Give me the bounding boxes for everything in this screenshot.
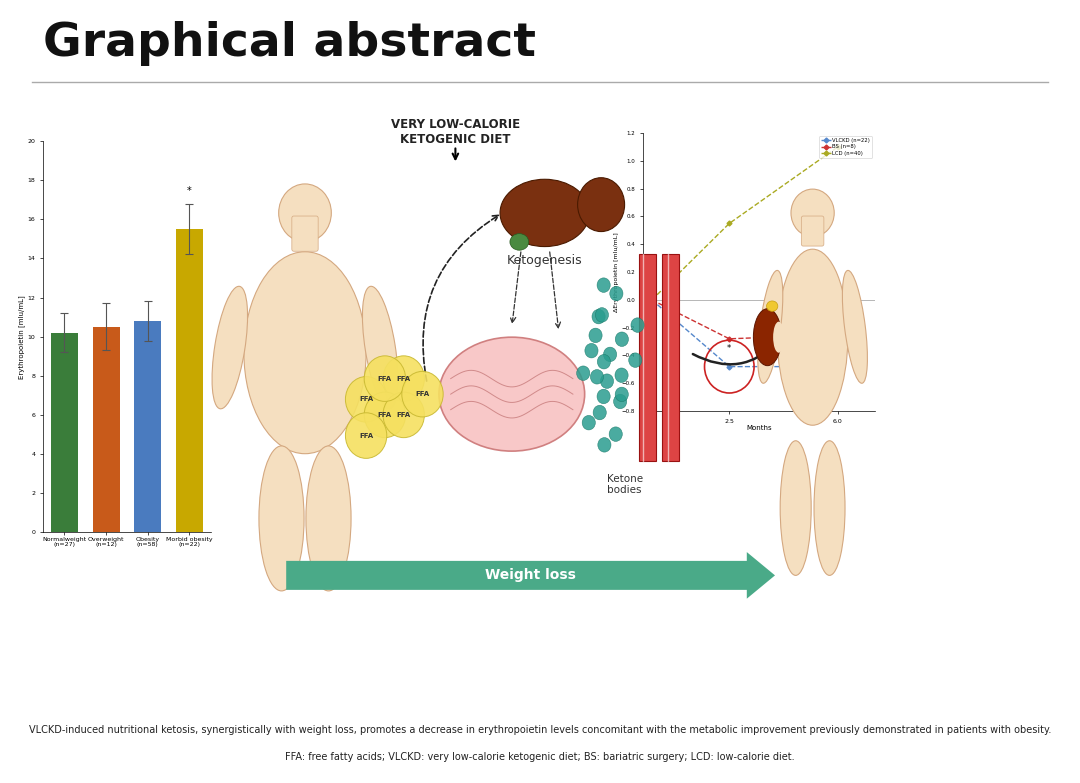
- Ellipse shape: [778, 249, 848, 425]
- LCD (n=40): [832, 143, 845, 152]
- Text: Weight loss: Weight loss: [485, 568, 576, 583]
- LCD (n=40): [723, 218, 735, 228]
- Circle shape: [346, 413, 387, 458]
- Text: FFA: FFA: [359, 396, 374, 402]
- Ellipse shape: [814, 441, 845, 576]
- Circle shape: [402, 371, 443, 417]
- Ellipse shape: [306, 446, 351, 591]
- FancyBboxPatch shape: [801, 216, 824, 246]
- Y-axis label: ΔErythropoietin [mIu/mL]: ΔErythropoietin [mIu/mL]: [613, 233, 619, 312]
- Circle shape: [604, 347, 617, 362]
- Text: FFA: FFA: [378, 412, 392, 418]
- Ellipse shape: [754, 309, 782, 366]
- VLCKD (n=22): [646, 295, 659, 305]
- Ellipse shape: [363, 287, 397, 409]
- Ellipse shape: [780, 441, 811, 576]
- Circle shape: [383, 392, 424, 438]
- Ellipse shape: [510, 233, 529, 251]
- Text: Graphical abstract: Graphical abstract: [42, 20, 536, 66]
- BS (n=8): [832, 330, 845, 339]
- Text: FFA: FFA: [396, 376, 410, 381]
- Circle shape: [582, 416, 595, 430]
- FancyBboxPatch shape: [638, 254, 656, 461]
- Circle shape: [364, 355, 406, 402]
- Line: BS (n=8): BS (n=8): [650, 298, 839, 341]
- Ellipse shape: [578, 178, 624, 232]
- Text: FFA: FFA: [396, 412, 410, 418]
- Circle shape: [615, 368, 629, 382]
- FancyArrow shape: [286, 552, 775, 599]
- Circle shape: [616, 387, 629, 402]
- Ellipse shape: [758, 270, 783, 383]
- Text: *: *: [187, 186, 192, 196]
- Circle shape: [346, 377, 387, 422]
- Circle shape: [383, 355, 424, 402]
- Bar: [51, 333, 78, 532]
- Circle shape: [577, 366, 590, 381]
- Text: *: *: [727, 344, 731, 352]
- Circle shape: [598, 438, 611, 452]
- Circle shape: [364, 392, 406, 438]
- Text: FFA: free fatty acids; VLCKD: very low-calorie ketogenic diet; BS: bariatric sur: FFA: free fatty acids; VLCKD: very low-c…: [285, 752, 795, 762]
- Circle shape: [279, 184, 332, 242]
- Circle shape: [597, 389, 610, 404]
- Text: FFA: FFA: [378, 376, 392, 381]
- X-axis label: Months: Months: [746, 425, 771, 431]
- Circle shape: [597, 278, 610, 292]
- Ellipse shape: [438, 337, 584, 451]
- VLCKD (n=22): [832, 362, 845, 371]
- Circle shape: [631, 318, 644, 332]
- Legend: VLCKD (n=22), BS (n=8), LCD (n=40): VLCKD (n=22), BS (n=8), LCD (n=40): [819, 135, 873, 158]
- Text: FFA: FFA: [359, 432, 374, 438]
- Circle shape: [609, 427, 622, 442]
- FancyBboxPatch shape: [662, 254, 679, 461]
- Text: FFA: FFA: [416, 392, 430, 397]
- LCD (n=40): [646, 295, 659, 305]
- Circle shape: [591, 370, 604, 384]
- Bar: [93, 327, 120, 532]
- Circle shape: [629, 353, 642, 367]
- Text: VLCKD-induced nutritional ketosis, synergistically with weight loss, promotes a : VLCKD-induced nutritional ketosis, syner…: [29, 725, 1051, 735]
- VLCKD (n=22): [723, 362, 735, 371]
- Circle shape: [616, 332, 629, 346]
- Ellipse shape: [500, 179, 590, 247]
- Text: *: *: [836, 344, 840, 352]
- Circle shape: [610, 287, 623, 301]
- Ellipse shape: [212, 287, 247, 409]
- Text: Ketone
bodies: Ketone bodies: [607, 474, 643, 496]
- Bar: [134, 321, 161, 532]
- Ellipse shape: [767, 301, 778, 312]
- Circle shape: [613, 394, 626, 409]
- Text: VERY LOW-CALORIE
KETOGENIC DIET: VERY LOW-CALORIE KETOGENIC DIET: [391, 118, 519, 146]
- Circle shape: [600, 374, 613, 388]
- Line: LCD (n=40): LCD (n=40): [650, 146, 839, 301]
- Circle shape: [593, 406, 606, 420]
- FancyBboxPatch shape: [292, 216, 319, 251]
- Circle shape: [595, 308, 608, 322]
- Circle shape: [592, 309, 605, 324]
- Circle shape: [585, 344, 598, 358]
- Y-axis label: Erythropoietin [mIu/mL]: Erythropoietin [mIu/mL]: [18, 295, 25, 378]
- Ellipse shape: [842, 270, 867, 383]
- Line: VLCKD (n=22): VLCKD (n=22): [650, 298, 839, 368]
- Circle shape: [791, 189, 834, 236]
- BS (n=8): [646, 295, 659, 305]
- Ellipse shape: [773, 322, 784, 352]
- Bar: [176, 229, 203, 532]
- Ellipse shape: [259, 446, 305, 591]
- Ellipse shape: [244, 252, 366, 453]
- BS (n=8): [723, 334, 735, 344]
- Circle shape: [589, 328, 603, 343]
- Circle shape: [597, 355, 610, 369]
- Text: Ketogenesis: Ketogenesis: [507, 254, 582, 267]
